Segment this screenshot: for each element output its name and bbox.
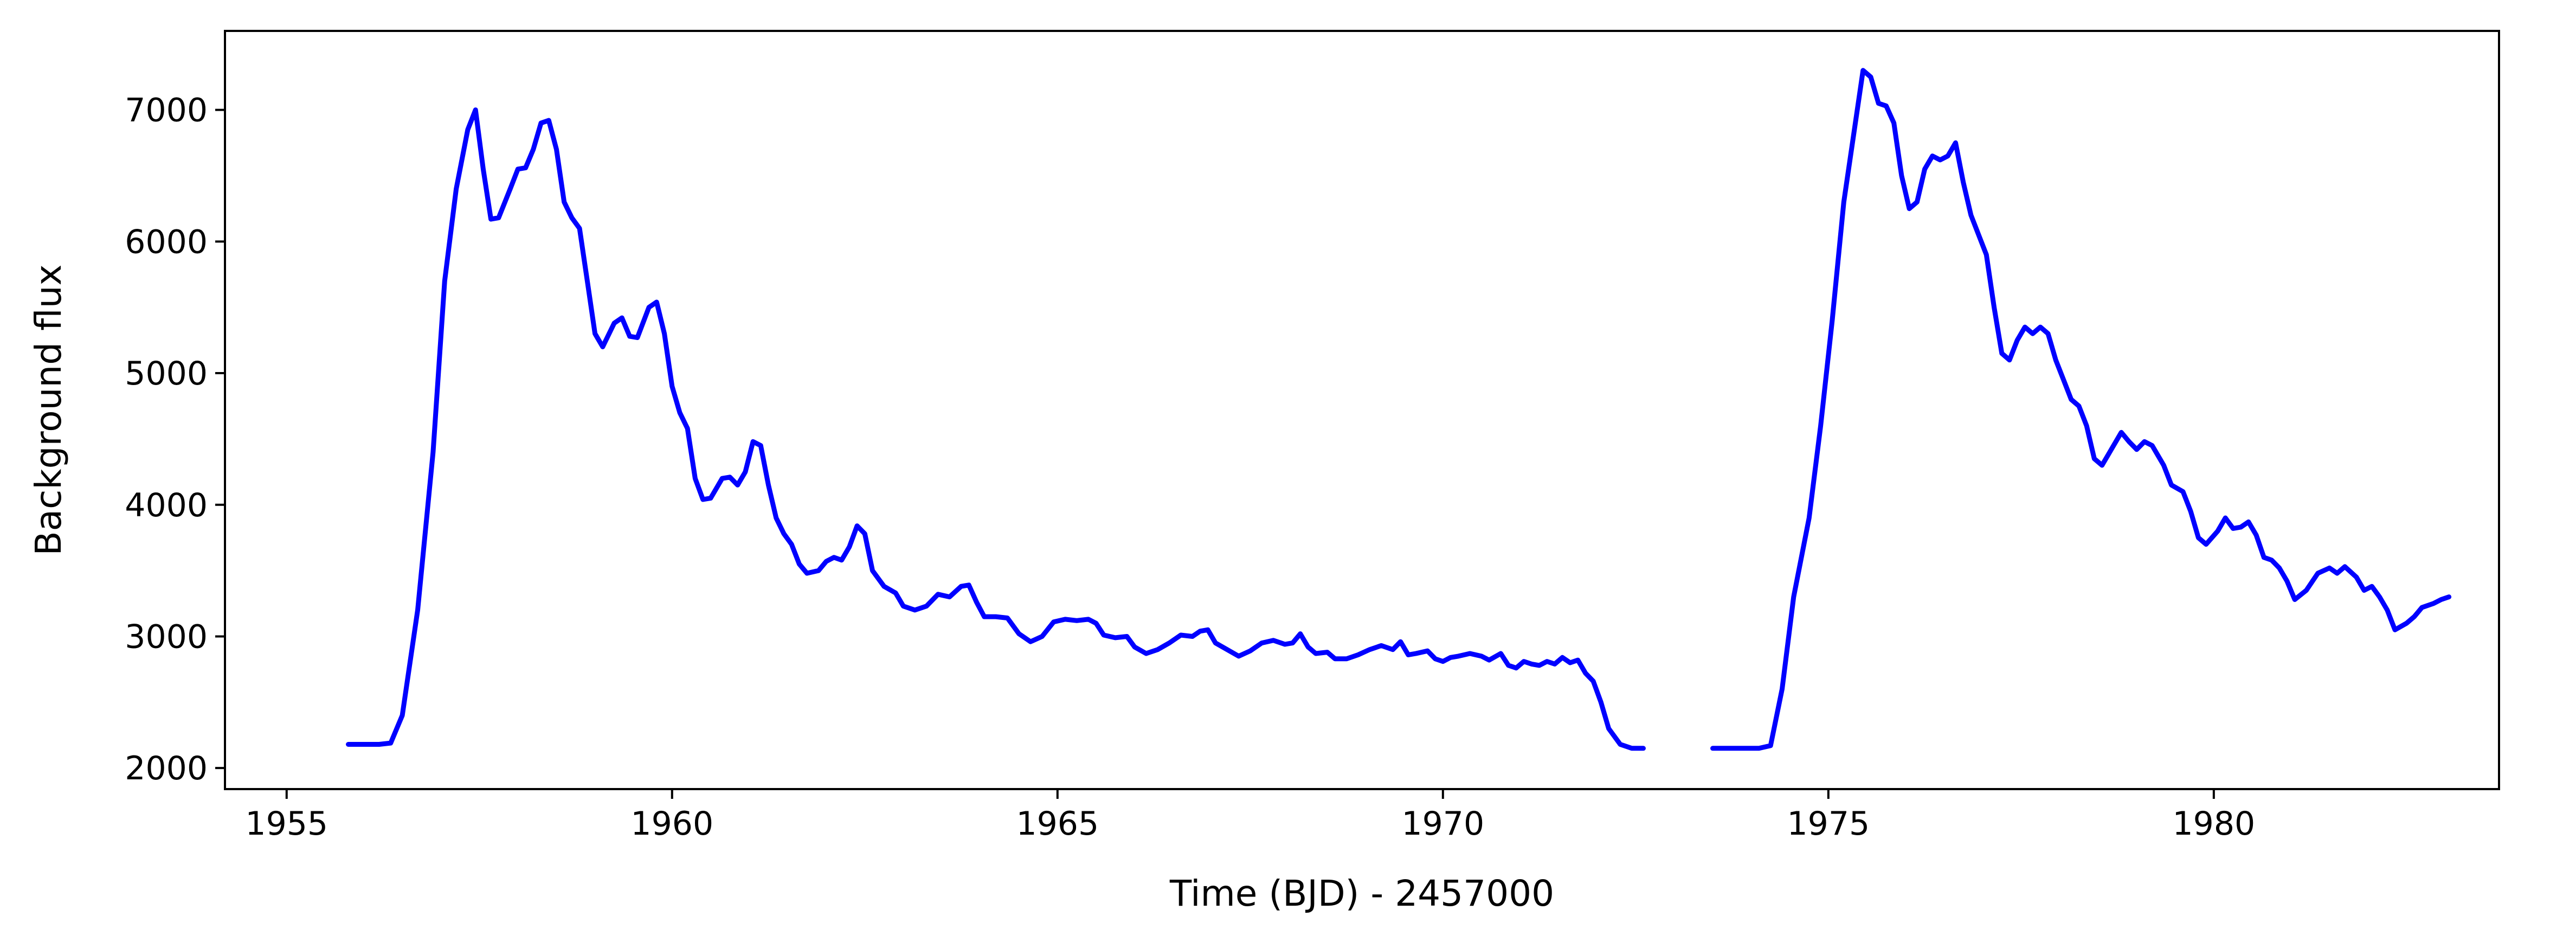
y-tick-label: 2000 <box>125 750 208 787</box>
y-tick-label: 7000 <box>125 92 208 130</box>
y-tick-label: 3000 <box>125 618 208 656</box>
x-axis-label: Time (BJD) - 2457000 <box>1169 873 1554 914</box>
x-tick-label: 1980 <box>2172 805 2255 843</box>
y-tick-label: 6000 <box>125 223 208 261</box>
x-tick-label: 1975 <box>1787 805 1870 843</box>
x-tick-label: 1960 <box>630 805 713 843</box>
x-tick-label: 1965 <box>1016 805 1099 843</box>
x-axis-ticks: 1955 1960 1965 1970 1975 1980 <box>245 789 2255 843</box>
x-tick-label: 1955 <box>245 805 328 843</box>
y-axis-ticks: 2000 3000 4000 5000 6000 7000 <box>125 92 225 787</box>
y-tick-label: 5000 <box>125 355 208 393</box>
y-axis-label: Background flux <box>28 264 69 555</box>
series-line-segment-1 <box>346 107 1646 751</box>
plot-frame <box>224 30 2500 790</box>
series-line-segment-2 <box>1710 68 2452 751</box>
x-tick-label: 1970 <box>1401 805 1484 843</box>
y-tick-label: 4000 <box>125 486 208 524</box>
series-layer <box>346 68 2452 751</box>
